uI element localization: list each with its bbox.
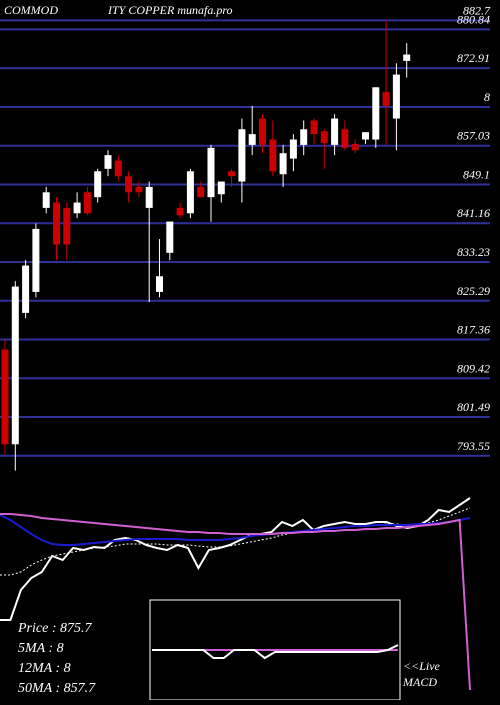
candle-body — [22, 265, 30, 313]
y-tick-label: 825.29 — [457, 284, 490, 298]
candle-body — [135, 186, 143, 193]
indicator-line — [0, 513, 471, 691]
candle-body — [331, 118, 339, 145]
candle-body — [372, 87, 380, 140]
candle-body — [207, 147, 215, 198]
candle-body — [73, 202, 81, 214]
candle-body — [228, 171, 236, 177]
candle-body — [11, 286, 19, 445]
candle-body — [145, 186, 153, 208]
candle-body — [186, 171, 194, 214]
candle-body — [42, 192, 50, 208]
y-tick-label: 801.49 — [457, 400, 490, 414]
candle-body — [104, 155, 112, 169]
candle-body — [166, 221, 174, 253]
candle-body — [217, 181, 225, 195]
title: ITY COPPER munafa.pro — [107, 3, 233, 17]
candle-body — [53, 202, 60, 245]
macd-label: MACD — [402, 675, 437, 689]
candle-body — [248, 134, 256, 145]
info-text: Price : 875.7 — [17, 621, 92, 636]
indicator-line — [0, 507, 471, 576]
y-tick-label: 849.1 — [463, 167, 490, 181]
candle-body — [341, 129, 349, 148]
y-tick-label: 833.23 — [457, 245, 490, 259]
y-tick-label: 857.03 — [457, 129, 490, 143]
y-tick-label: 817.36 — [457, 322, 490, 336]
y-tick-label: 8 — [484, 90, 490, 104]
candle-body — [351, 143, 359, 151]
candle-body — [259, 118, 266, 145]
candle-body — [197, 186, 205, 198]
candle-body — [279, 153, 287, 175]
candle-body — [382, 92, 390, 106]
title: COMMOD — [4, 3, 58, 17]
info-text: 50MA : 857.7 — [18, 681, 96, 696]
candle-body — [83, 192, 91, 214]
candle-body — [114, 160, 122, 177]
candle-body — [269, 139, 277, 172]
y-tick-label: 841.16 — [457, 206, 490, 220]
candle-body — [310, 120, 318, 135]
candle-body — [176, 207, 184, 216]
info-text: 5MA : 8 — [18, 641, 64, 656]
candle-body — [94, 171, 102, 198]
macd-line — [152, 644, 399, 660]
y-tick-label: 793.55 — [457, 439, 490, 453]
candle-body — [156, 276, 163, 292]
candle-body — [362, 132, 369, 140]
candle-body — [300, 129, 308, 145]
y-tick-label: 872.91 — [457, 51, 490, 65]
candle-body — [320, 131, 328, 143]
y-tick-label: 809.42 — [457, 361, 490, 375]
candle-body — [392, 74, 400, 119]
info-text: 12MA : 8 — [18, 661, 71, 676]
candle-body — [63, 207, 71, 245]
macd-label: <<Live — [403, 659, 441, 673]
y-tick-label: 882.7 — [463, 3, 491, 17]
candle-body — [238, 129, 246, 182]
candle-body — [289, 139, 297, 159]
candle-body — [125, 176, 133, 193]
y-tick-label: 880.84 — [457, 12, 490, 26]
candle-body — [403, 54, 411, 61]
candle-body — [32, 228, 40, 292]
indicator-line — [0, 514, 471, 546]
candle-body — [1, 349, 9, 445]
